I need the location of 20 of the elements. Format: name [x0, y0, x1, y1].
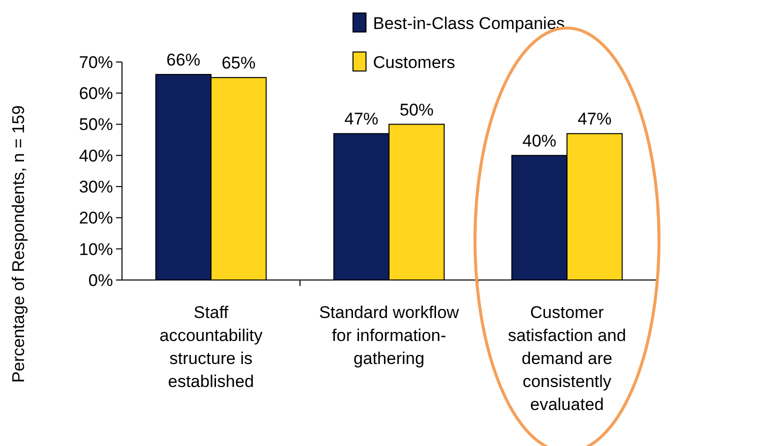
y-tick-label: 60% [78, 84, 113, 104]
data-label: 47% [344, 110, 378, 129]
data-label: 66% [166, 50, 200, 70]
data-label: 47% [578, 110, 612, 129]
x-tick-label: Standard workflow for information-gathering [319, 303, 460, 368]
data-label: 40% [522, 131, 556, 150]
data-label: 65% [222, 54, 256, 73]
legend-label: Customers [373, 52, 456, 72]
data-label: 50% [400, 100, 434, 120]
y-tick-label: 20% [78, 208, 113, 228]
y-tick-label: 50% [78, 115, 113, 134]
y-tick-label: 10% [78, 240, 113, 259]
y-axis-title: Percentage of Respondents, n = 159 [9, 105, 28, 383]
x-tick-label: Staff accountability structure is established [159, 303, 263, 391]
y-tick-label: 30% [78, 178, 113, 197]
y-tick-label: 0% [88, 270, 113, 290]
y-tick-label: 40% [78, 146, 113, 166]
x-tick-label: Customer satisfaction and demand are consistently evaluated [508, 303, 626, 414]
y-tick-label: 70% [78, 52, 113, 72]
legend-label: Best-in-Class Companies [373, 14, 565, 33]
